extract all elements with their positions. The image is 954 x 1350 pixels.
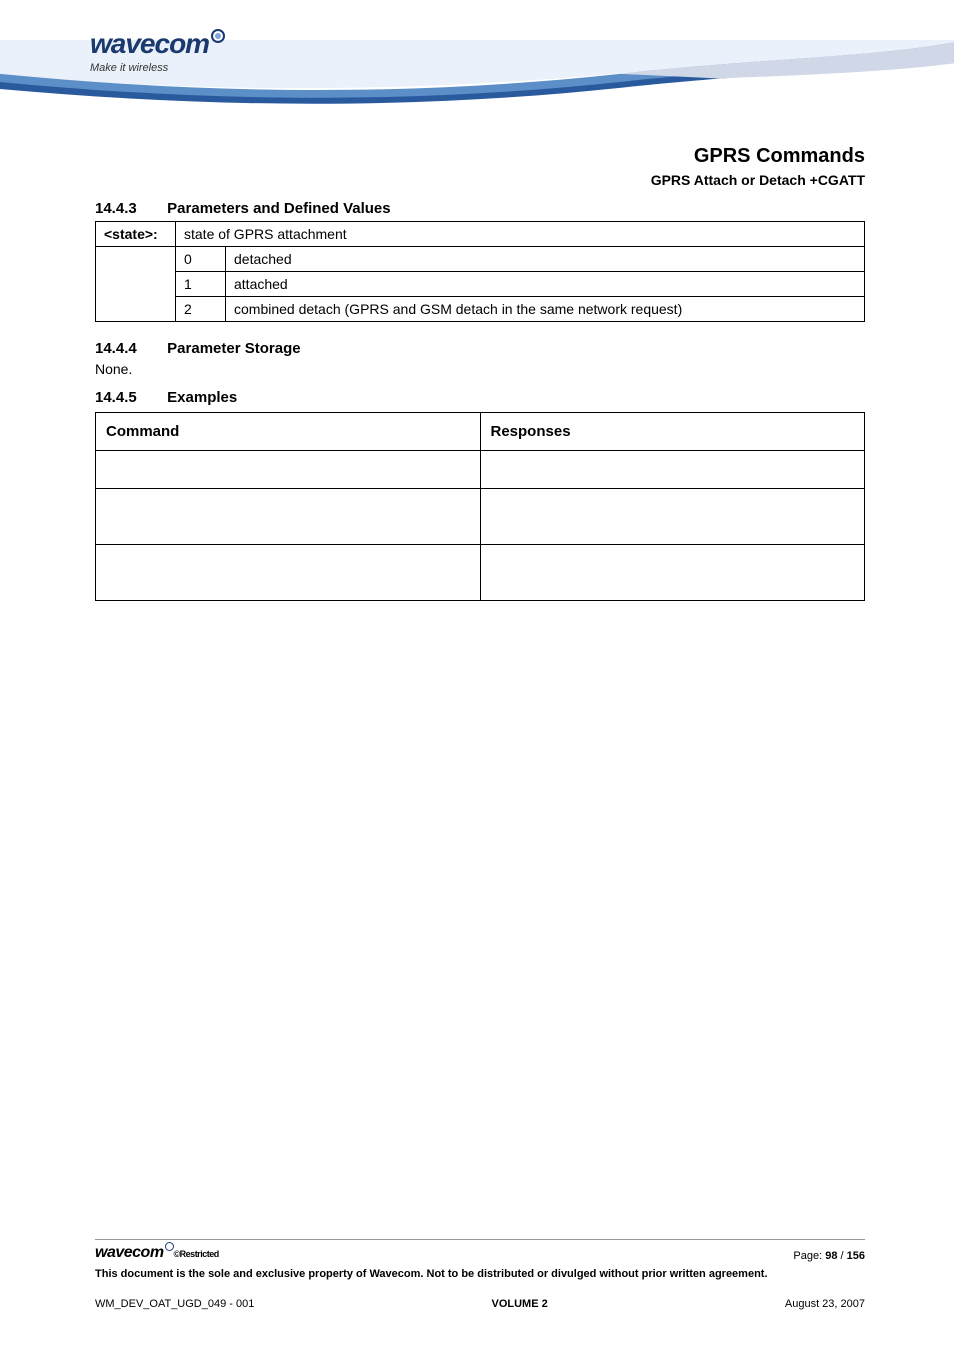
- header-banner: wavecom Make it wireless: [0, 0, 954, 145]
- footer-logo-text: wavecom ©Restricted: [95, 1244, 219, 1261]
- param-desc-1: attached: [226, 272, 865, 297]
- param-desc: state of GPRS attachment: [176, 222, 865, 247]
- heading-1443-num: 14.4.3: [95, 200, 163, 217]
- section-title: GPRS Attach or Detach +CGATT: [95, 172, 865, 188]
- footer-doc-id: WM_DEV_OAT_UGD_049 - 001: [95, 1298, 254, 1310]
- heading-1445: 14.4.5 Examples: [95, 389, 865, 406]
- examples-header-responses: Responses: [480, 413, 865, 451]
- param-code-0: 0: [176, 247, 226, 272]
- examples-row-0: [96, 451, 865, 489]
- param-indent: [96, 247, 176, 322]
- param-row-1: 1 attached: [96, 272, 865, 297]
- param-desc-0: detached: [226, 247, 865, 272]
- examples-table: Command Responses: [95, 412, 865, 601]
- footer-date: August 23, 2007: [785, 1298, 865, 1310]
- heading-1443: 14.4.3 Parameters and Defined Values: [95, 200, 865, 217]
- param-row-2: 2 combined detach (GPRS and GSM detach i…: [96, 297, 865, 322]
- heading-1445-title: Examples: [167, 389, 237, 406]
- footer-restricted: ©Restricted: [174, 1249, 219, 1259]
- examples-cmd-1: [96, 489, 481, 545]
- param-header-row: <state>: state of GPRS attachment: [96, 222, 865, 247]
- footer-divider: [95, 1239, 865, 1240]
- examples-row-1: [96, 489, 865, 545]
- logo-orb-icon: [211, 29, 225, 43]
- param-code-1: 1: [176, 272, 226, 297]
- examples-resp-0: [480, 451, 865, 489]
- examples-header-command: Command: [96, 413, 481, 451]
- footer-logo-word: wavecom: [95, 1244, 164, 1261]
- param-desc-2: combined detach (GPRS and GSM detach in …: [226, 297, 865, 322]
- param-code-2: 2: [176, 297, 226, 322]
- heading-1444-title: Parameter Storage: [167, 340, 300, 357]
- parameters-table: <state>: state of GPRS attachment 0 deta…: [95, 221, 865, 322]
- header-logo: wavecom Make it wireless: [90, 28, 225, 74]
- text-1444-body: None.: [95, 361, 865, 377]
- content-area: GPRS Commands GPRS Attach or Detach +CGA…: [95, 145, 865, 601]
- footer-volume: VOLUME 2: [492, 1298, 548, 1310]
- examples-header-row: Command Responses: [96, 413, 865, 451]
- examples-resp-1: [480, 489, 865, 545]
- page-root: wavecom Make it wireless GPRS Commands G…: [0, 0, 954, 1350]
- footer-page-num: 98: [825, 1250, 837, 1262]
- footer-page-total: 156: [847, 1250, 865, 1262]
- footer-bottom-row: WM_DEV_OAT_UGD_049 - 001 VOLUME 2 August…: [95, 1298, 865, 1310]
- logo-text: wavecom: [90, 28, 209, 59]
- footer-page-sep: /: [837, 1250, 846, 1262]
- examples-row-2: [96, 545, 865, 601]
- examples-cmd-0: [96, 451, 481, 489]
- footer-disclaimer: This document is the sole and exclusive …: [95, 1268, 865, 1280]
- param-row-0: 0 detached: [96, 247, 865, 272]
- logo-subtitle: Make it wireless: [90, 62, 225, 74]
- footer-page: Page: 98 / 156: [793, 1250, 865, 1262]
- heading-1445-num: 14.4.5: [95, 389, 163, 406]
- footer-orb-icon: [165, 1242, 174, 1251]
- chapter-title: GPRS Commands: [95, 145, 865, 168]
- examples-resp-2: [480, 545, 865, 601]
- heading-1444-num: 14.4.4: [95, 340, 163, 357]
- heading-1443-title: Parameters and Defined Values: [167, 200, 390, 217]
- examples-cmd-2: [96, 545, 481, 601]
- heading-1444: 14.4.4 Parameter Storage: [95, 340, 865, 357]
- footer-logo-block: wavecom ©Restricted: [95, 1244, 219, 1262]
- page-footer: wavecom ©Restricted Page: 98 / 156 This d…: [95, 1239, 865, 1310]
- footer-top-row: wavecom ©Restricted Page: 98 / 156: [95, 1244, 865, 1262]
- footer-page-label: Page:: [793, 1250, 825, 1262]
- param-key: <state>:: [96, 222, 176, 247]
